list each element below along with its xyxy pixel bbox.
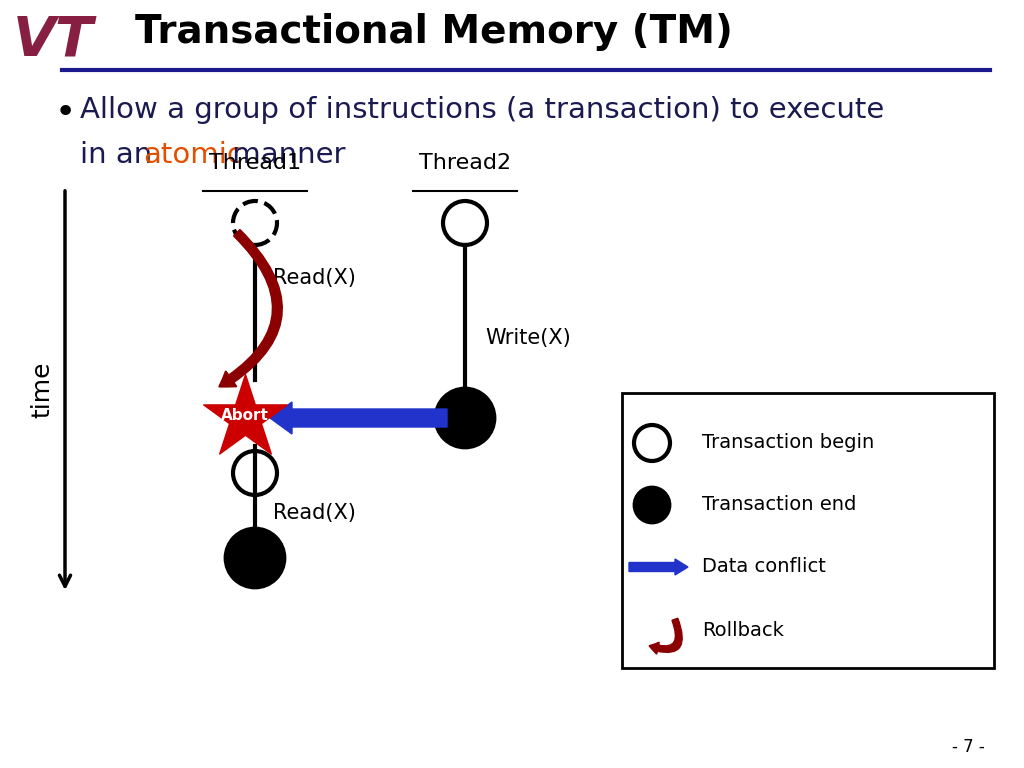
Text: atomic: atomic — [143, 141, 243, 169]
Text: Transaction end: Transaction end — [702, 495, 856, 515]
FancyArrow shape — [629, 559, 688, 575]
Text: Abort: Abort — [221, 409, 269, 423]
Text: Data conflict: Data conflict — [702, 558, 826, 577]
Text: in an: in an — [80, 141, 162, 169]
FancyArrowPatch shape — [649, 619, 682, 654]
FancyBboxPatch shape — [622, 393, 994, 668]
Text: Rollback: Rollback — [702, 621, 784, 641]
Text: •: • — [55, 96, 76, 130]
Text: Thread2: Thread2 — [419, 153, 511, 173]
Text: time: time — [30, 362, 54, 419]
Circle shape — [435, 388, 495, 448]
Text: Read(X): Read(X) — [273, 268, 356, 288]
Text: - 7 -: - 7 - — [952, 738, 985, 756]
Text: Write(X): Write(X) — [485, 328, 570, 348]
Text: Transaction begin: Transaction begin — [702, 433, 874, 452]
Circle shape — [225, 528, 285, 588]
Text: manner: manner — [223, 141, 345, 169]
Text: Thread1: Thread1 — [209, 153, 301, 173]
Point — [237, 412, 253, 424]
FancyArrowPatch shape — [219, 230, 282, 386]
Text: Allow a group of instructions (a transaction) to execute: Allow a group of instructions (a transac… — [80, 96, 885, 124]
FancyArrow shape — [270, 402, 447, 434]
Circle shape — [634, 487, 670, 523]
Text: Read(X): Read(X) — [273, 503, 356, 523]
Text: VT: VT — [13, 13, 94, 67]
Text: Transactional Memory (TM): Transactional Memory (TM) — [135, 13, 733, 51]
